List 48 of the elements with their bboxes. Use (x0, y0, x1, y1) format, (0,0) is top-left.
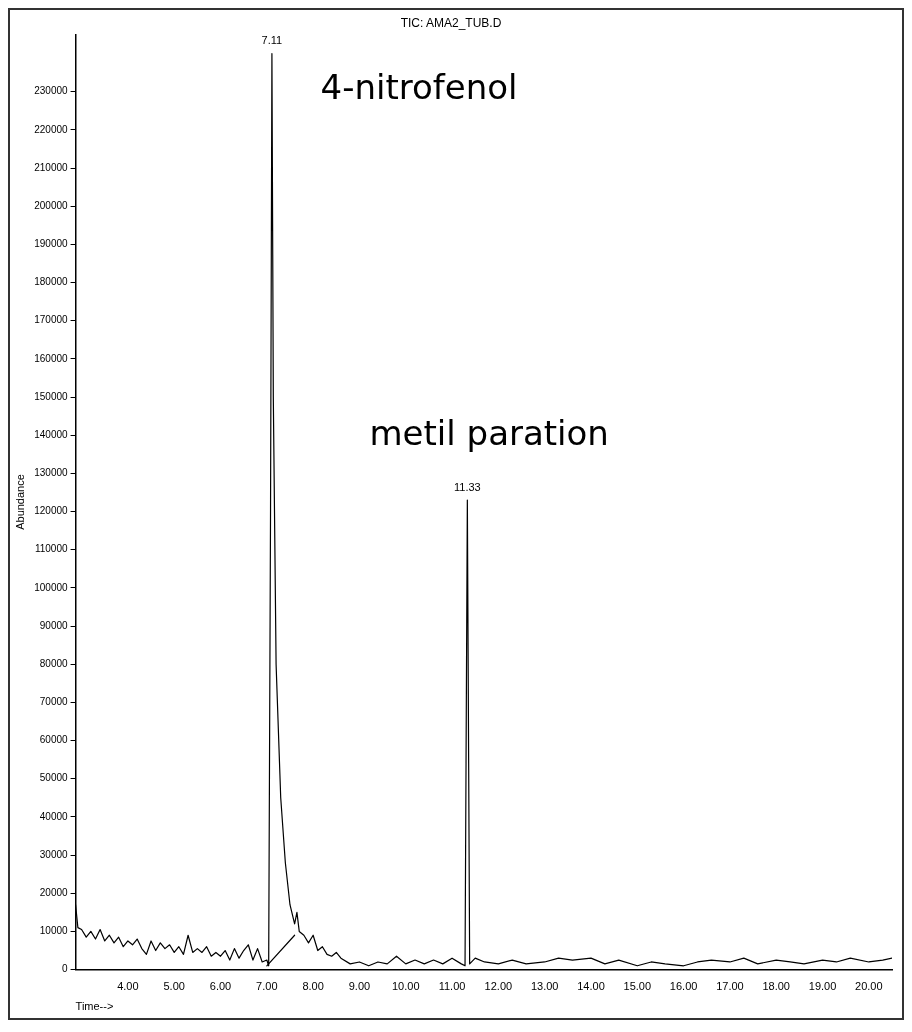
x-tick-label: 15.00 (623, 980, 652, 993)
y-tick-label: 40000 (39, 810, 68, 822)
y-tick-label: 150000 (34, 390, 68, 402)
x-tick-label: 12.00 (484, 980, 513, 993)
y-tick-label: 210000 (34, 161, 68, 173)
y-tick-label: 70000 (39, 696, 68, 708)
x-tick-label: 9.00 (348, 980, 371, 993)
x-tick-label: 5.00 (163, 980, 185, 993)
y-tick-label: 60000 (39, 734, 68, 746)
y-tick-label: 120000 (34, 505, 68, 517)
y-tick-label: 140000 (34, 428, 68, 440)
chart-title: TIC: AMA2_TUB.D (400, 15, 502, 30)
y-tick-label: 90000 (39, 619, 68, 631)
y-tick-label: 0 (62, 963, 69, 975)
x-tick-label: 14.00 (577, 980, 605, 993)
y-axis-title: Abundance (13, 474, 26, 530)
y-tick-label: 110000 (34, 543, 68, 555)
annotation: metil paration (369, 413, 609, 454)
y-tick-label: 180000 (34, 276, 68, 288)
annotation: 11.33 (453, 480, 481, 493)
x-tick-label: 20.00 (855, 980, 883, 993)
y-tick-label: 80000 (39, 657, 68, 669)
y-tick-label: 190000 (34, 238, 68, 250)
x-axis-title: Time--> (75, 1000, 114, 1013)
y-tick-label: 50000 (39, 772, 68, 784)
y-tick-label: 100000 (34, 581, 68, 593)
y-tick-label: 10000 (39, 925, 68, 937)
x-tick-label: 13.00 (530, 980, 559, 993)
x-tick-label: 4.00 (117, 980, 139, 993)
x-tick-label: 11.00 (438, 980, 466, 993)
x-tick-label: 17.00 (716, 980, 744, 993)
x-tick-label: 8.00 (302, 980, 324, 993)
y-tick-label: 200000 (34, 199, 68, 211)
y-tick-label: 130000 (34, 467, 68, 479)
x-tick-label: 7.00 (256, 980, 278, 993)
x-tick-label: 18.00 (762, 980, 790, 993)
x-tick-label: 16.00 (669, 980, 698, 993)
x-tick-label: 6.00 (209, 980, 232, 993)
y-tick-label: 220000 (34, 123, 68, 135)
y-tick-label: 160000 (34, 352, 68, 364)
y-tick-label: 230000 (34, 85, 68, 97)
x-tick-label: 19.00 (808, 980, 837, 993)
annotation: 4-nitrofenol (320, 67, 518, 108)
y-tick-label: 170000 (34, 314, 68, 326)
y-tick-label: 20000 (39, 887, 68, 899)
annotation: 7.11 (261, 34, 283, 47)
y-tick-label: 30000 (39, 848, 68, 860)
x-tick-label: 10.00 (391, 980, 420, 993)
